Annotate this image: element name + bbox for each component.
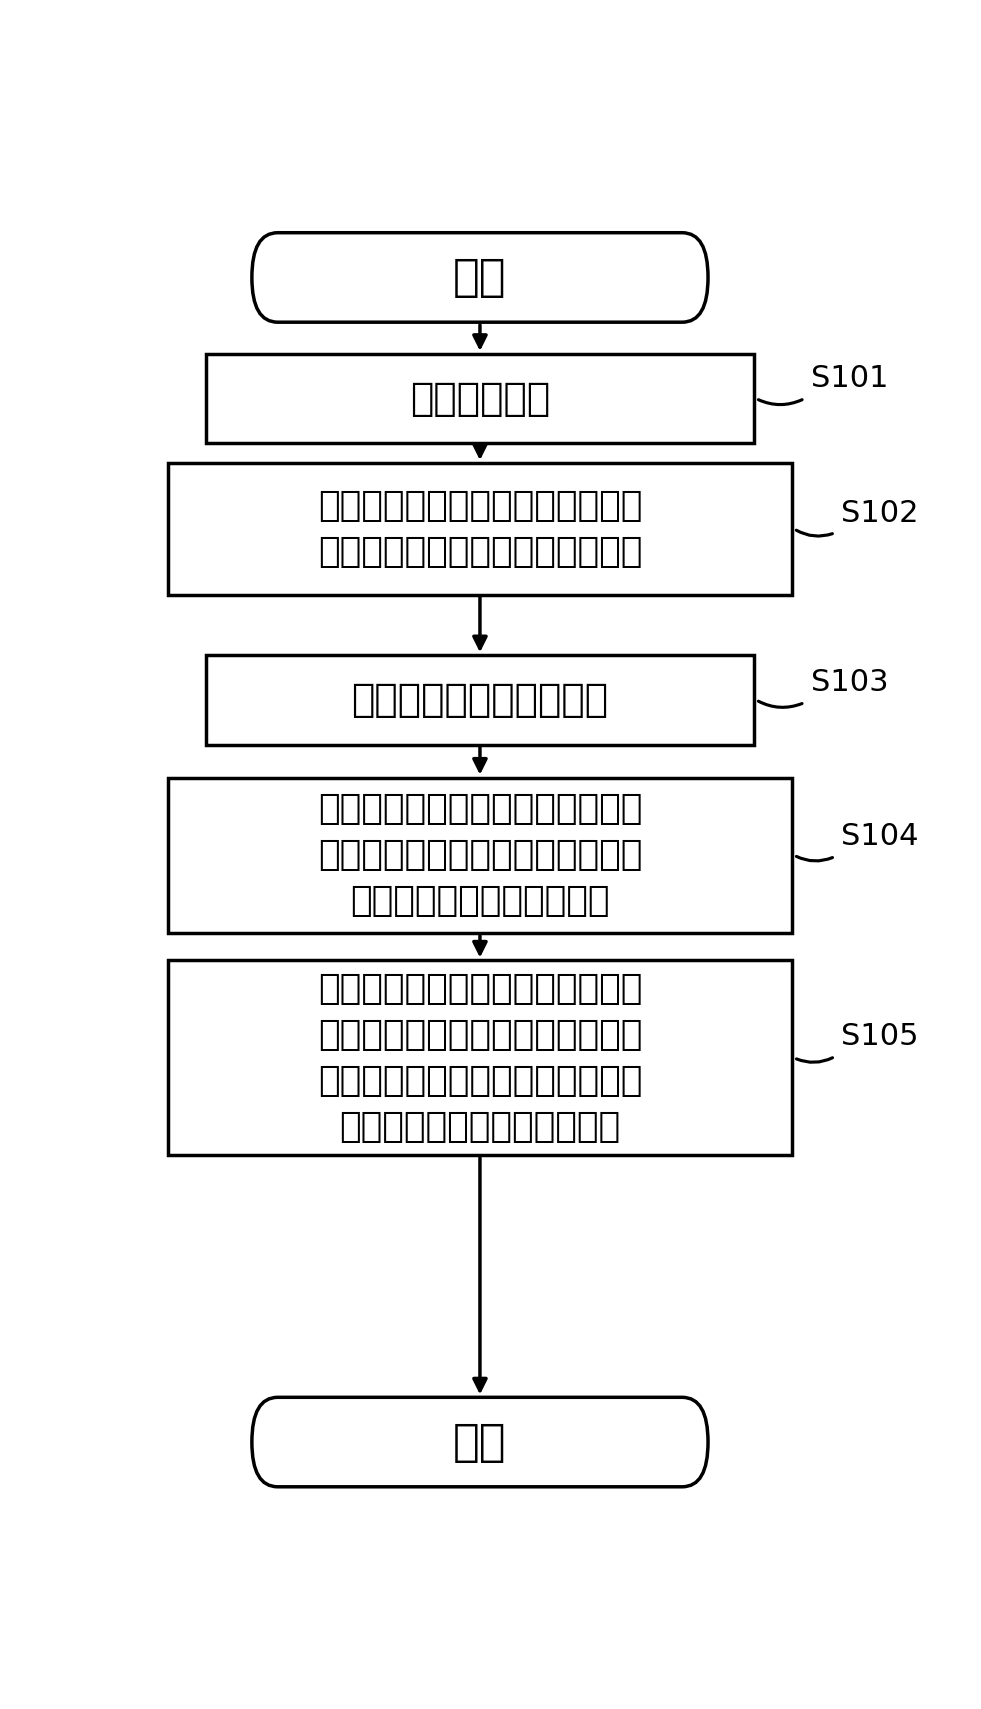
Text: 将期望图像信息输入至视觉伺服控
制模型中，并通过图像采集装置采
集目标工件的当前图像信息: 将期望图像信息输入至视觉伺服控 制模型中，并通过图像采集装置采 集目标工件的当前… xyxy=(318,791,643,918)
Text: 利用视觉伺服控制模型将当前图像
信息与期望图像信息的差值转化为
机械臂的控制信号，并控制机械臂
执行控制信号进行下一步动作: 利用视觉伺服控制模型将当前图像 信息与期望图像信息的差值转化为 机械臂的控制信号… xyxy=(318,972,643,1143)
Text: S103: S103 xyxy=(810,668,889,697)
Text: S101: S101 xyxy=(810,364,888,393)
Text: 接收输入的期望图像信息: 接收输入的期望图像信息 xyxy=(351,680,608,719)
FancyBboxPatch shape xyxy=(169,778,792,933)
FancyBboxPatch shape xyxy=(206,655,753,745)
FancyBboxPatch shape xyxy=(169,960,792,1155)
Text: S104: S104 xyxy=(841,822,918,851)
Text: 利用训练样本对预设模糊神经网络
进行训练，得到视觉伺服控制模型: 利用训练样本对预设模糊神经网络 进行训练，得到视觉伺服控制模型 xyxy=(318,489,643,569)
FancyBboxPatch shape xyxy=(252,232,708,323)
Text: 获取训练样本: 获取训练样本 xyxy=(410,379,550,417)
Text: 结束: 结束 xyxy=(453,1420,507,1463)
FancyBboxPatch shape xyxy=(169,463,792,595)
FancyBboxPatch shape xyxy=(252,1398,708,1487)
Text: S102: S102 xyxy=(841,499,918,528)
Text: 开始: 开始 xyxy=(453,256,507,299)
Text: S105: S105 xyxy=(841,1022,918,1051)
FancyBboxPatch shape xyxy=(206,354,753,443)
